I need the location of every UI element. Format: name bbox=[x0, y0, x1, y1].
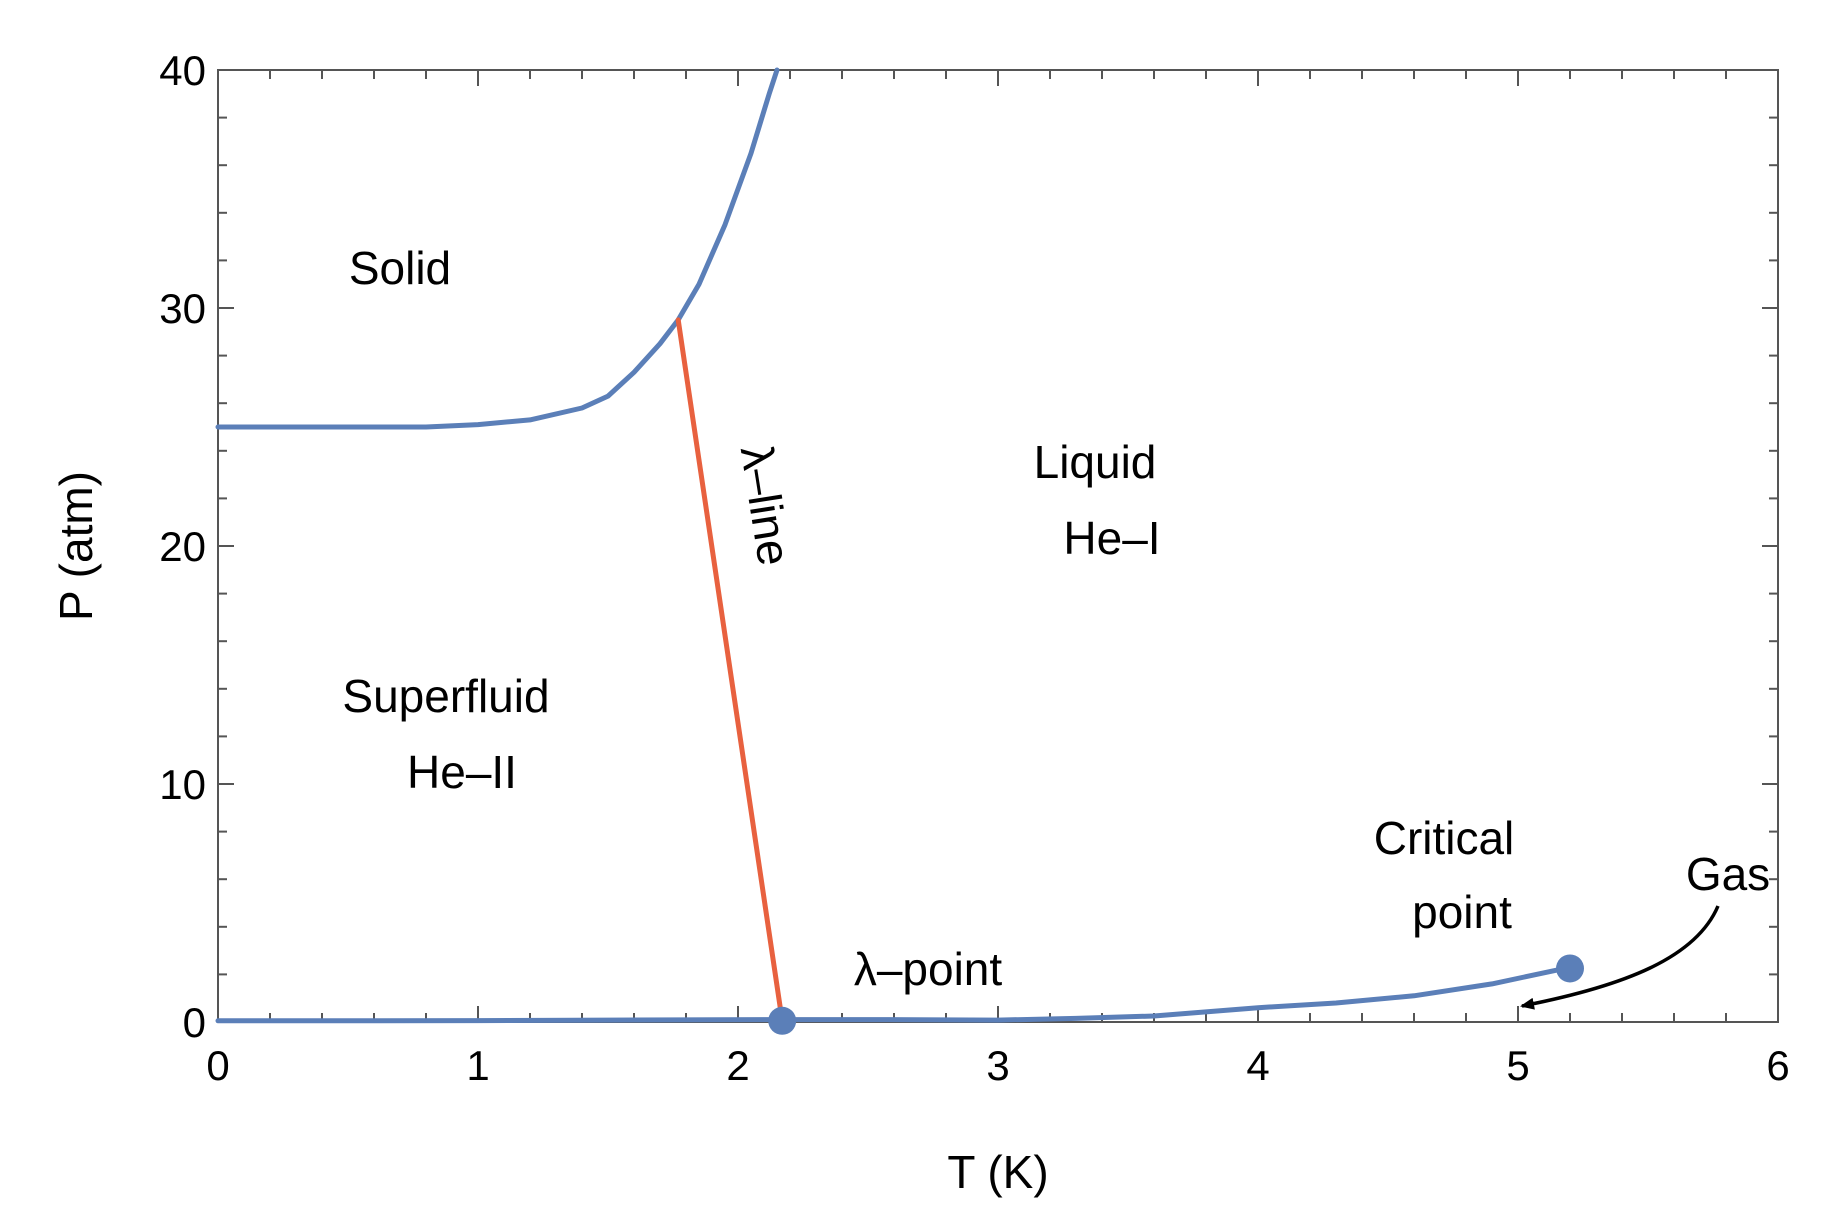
x-tick-label: 6 bbox=[1766, 1042, 1789, 1089]
lambda-point-marker bbox=[768, 1006, 797, 1035]
critical-point-marker bbox=[1556, 954, 1584, 983]
melting-curve bbox=[215, 67, 780, 430]
y-tick-label: 30 bbox=[159, 285, 206, 332]
label-lambda-point: λ–point bbox=[854, 943, 1003, 995]
ticks bbox=[217, 69, 1779, 1023]
y-axis-label: P (atm) bbox=[50, 471, 102, 621]
x-tick-label: 3 bbox=[986, 1042, 1009, 1089]
x-tick-label: 0 bbox=[206, 1042, 229, 1089]
label-liquid-1: Liquid bbox=[1034, 436, 1157, 488]
lambda-line-curve bbox=[675, 317, 785, 1024]
x-axis-label: T (K) bbox=[947, 1146, 1048, 1198]
y-tick-label: 0 bbox=[183, 999, 206, 1046]
y-tick-label: 20 bbox=[159, 523, 206, 570]
label-superfluid-1: Superfluid bbox=[342, 670, 549, 722]
x-tick-label: 1 bbox=[466, 1042, 489, 1089]
series-group bbox=[215, 67, 1573, 1024]
x-tick-label: 2 bbox=[726, 1042, 749, 1089]
tick-labels: 0 1 2 3 4 5 6 0 10 20 30 40 bbox=[159, 47, 1789, 1089]
label-superfluid-2: He–II bbox=[407, 746, 517, 798]
label-critical-1: Critical bbox=[1374, 812, 1515, 864]
x-tick-label: 5 bbox=[1506, 1042, 1529, 1089]
label-lambda-line: λ–line bbox=[731, 442, 801, 569]
plot-frame bbox=[217, 69, 1779, 1023]
vaporization-curve bbox=[215, 964, 1573, 1024]
gas-arrow bbox=[1520, 905, 1720, 1010]
label-liquid-2: He–I bbox=[1063, 512, 1160, 564]
label-critical-2: point bbox=[1412, 886, 1512, 938]
point-markers bbox=[768, 954, 1584, 1035]
x-tick-label: 4 bbox=[1246, 1042, 1269, 1089]
label-solid: Solid bbox=[349, 242, 451, 294]
y-tick-label: 40 bbox=[159, 47, 206, 94]
y-tick-label: 10 bbox=[159, 761, 206, 808]
label-gas: Gas bbox=[1686, 848, 1770, 900]
